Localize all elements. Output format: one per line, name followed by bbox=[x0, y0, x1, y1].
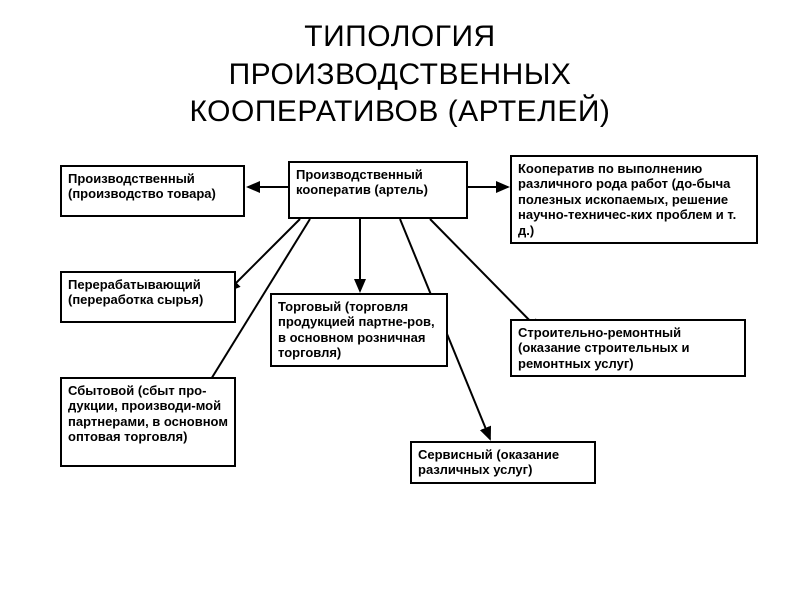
node-center: Производственный кооператив (артель) bbox=[288, 161, 468, 219]
node-service: Сервисный (оказание различных услуг) bbox=[410, 441, 596, 484]
node-construction: Строительно-ремонтный (оказание строител… bbox=[510, 319, 746, 378]
title-line-1: ТИПОЛОГИЯ bbox=[0, 18, 800, 56]
node-production: Производственный (производство товара) bbox=[60, 165, 245, 217]
title-line-3: КООПЕРАТИВОВ (АРТЕЛЕЙ) bbox=[0, 93, 800, 131]
diagram-title: ТИПОЛОГИЯ ПРОИЗВОДСТВЕННЫХ КООПЕРАТИВОВ … bbox=[0, 0, 800, 131]
title-line-2: ПРОИЗВОДСТВЕННЫХ bbox=[0, 56, 800, 94]
node-processing: Перерабатывающий (переработка сырья) bbox=[60, 271, 236, 323]
flowchart-container: Производственный кооператив (артель) Про… bbox=[0, 141, 800, 601]
node-trade: Торговый (торговля продукцией партне-ров… bbox=[270, 293, 448, 367]
node-misc: Кооператив по выполнению различного рода… bbox=[510, 155, 758, 245]
node-sales: Сбытовой (сбыт про-дукции, производи-мой… bbox=[60, 377, 236, 467]
